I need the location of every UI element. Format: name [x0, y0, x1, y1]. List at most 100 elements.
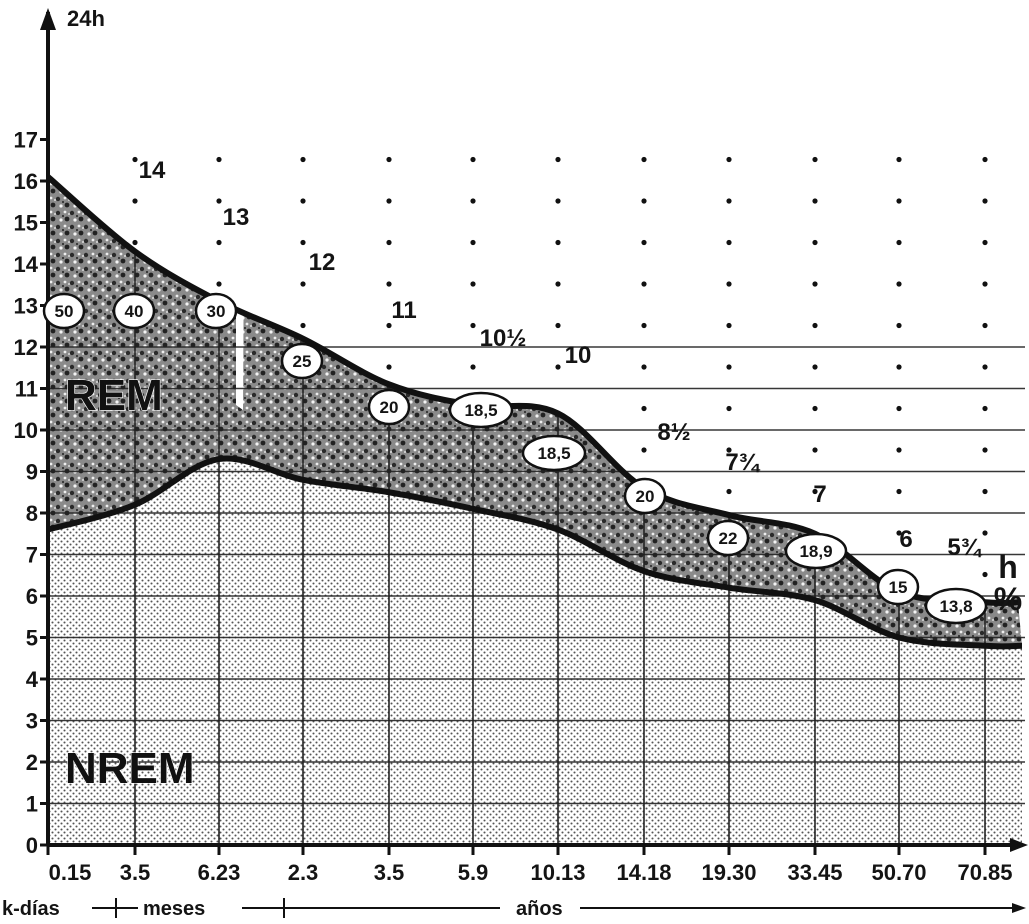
y-top-label: 24h	[67, 6, 105, 31]
x-tick-label: 10.13	[530, 860, 585, 885]
grid-dot	[132, 239, 138, 246]
rem-percent-badge	[706, 519, 750, 557]
y-tick-label: 10	[14, 418, 38, 443]
grid-dot	[982, 530, 988, 536]
grid-dot	[641, 281, 647, 287]
nrem-line	[47, 455, 1023, 650]
grid-dot	[555, 156, 561, 163]
grid-dot	[726, 364, 732, 370]
total-hours-label: 14	[139, 157, 166, 184]
period-label-years: años	[516, 898, 563, 920]
rem-percent-badge	[924, 587, 988, 625]
grid-dot	[216, 156, 222, 163]
x-tick-label: 70.85	[957, 860, 1012, 885]
grid-dot	[641, 198, 647, 204]
y-tick-label: 17	[14, 128, 38, 153]
total-hours-label: 6	[899, 526, 912, 553]
grid-dot	[300, 281, 306, 287]
grid-dot	[982, 156, 988, 163]
grid-dot	[726, 488, 732, 495]
grid-dot	[641, 322, 647, 329]
y-tick-label: 3	[26, 709, 38, 734]
rem-percent-label: 30	[207, 302, 226, 321]
grid-dot	[896, 530, 902, 536]
y-tick-label: 7	[26, 543, 38, 568]
total-hours-label: 12	[309, 249, 336, 276]
grid-dot	[726, 239, 732, 246]
x-tick-label: 3.5	[374, 860, 405, 885]
grid-dot	[386, 239, 392, 246]
x-tick-label: 2.3	[288, 860, 319, 885]
grid-dot	[300, 239, 306, 246]
rem-percent-label: 18,9	[799, 542, 832, 561]
unit-percent-label: %	[994, 581, 1022, 617]
rem-area	[48, 176, 1022, 647]
grid-dot	[216, 239, 222, 246]
x-tick-label: 14.18	[616, 860, 671, 885]
grid-dot	[470, 281, 476, 287]
rem-percent-label: 18,5	[464, 401, 497, 420]
rem-percent-badge	[367, 388, 411, 426]
rem-percent-badge	[112, 292, 156, 330]
grid-dot	[812, 364, 818, 370]
grid-dot	[812, 239, 818, 246]
grid-dot	[896, 488, 902, 495]
x-tick-label: 6.23	[198, 860, 241, 885]
grid-dot	[982, 405, 988, 412]
grid-dot	[726, 447, 732, 453]
grid-dot	[470, 198, 476, 204]
x-tick-label: 33.45	[787, 860, 842, 885]
grid-dot	[132, 156, 138, 163]
rem-percent-label: 50	[55, 302, 74, 321]
grid-dot	[726, 156, 732, 163]
grid-dot	[812, 198, 818, 204]
grid-dot	[386, 198, 392, 204]
rem-region-label: REM	[65, 371, 163, 420]
grid-dot	[470, 364, 476, 370]
grid-dot	[726, 281, 732, 287]
x-axis-arrow	[1010, 838, 1028, 852]
y-tick-label: 9	[26, 460, 38, 485]
rem-percent-label: 25	[293, 352, 312, 371]
grid-dot	[555, 281, 561, 287]
y-tick-label: 14	[14, 252, 39, 277]
period-arrow	[1012, 903, 1026, 913]
grid-dot	[982, 488, 988, 495]
grid-dot	[470, 239, 476, 246]
period-label-months: meses	[143, 898, 205, 920]
grid-dot	[982, 447, 988, 453]
y-tick-label: 15	[14, 211, 38, 236]
grid-dot	[896, 281, 902, 287]
grid-dot	[386, 281, 392, 287]
grid-dot	[896, 198, 902, 204]
grid-dot	[470, 322, 476, 329]
grid-dot	[896, 156, 902, 163]
total-hours-label: 13	[223, 204, 250, 231]
y-tick-label: 16	[14, 169, 38, 194]
y-tick-label: 2	[26, 750, 38, 775]
y-tick-label: 8	[26, 501, 38, 526]
rem-percent-label: 40	[125, 302, 144, 321]
y-tick-label: 12	[14, 335, 38, 360]
rem-gap	[236, 228, 244, 410]
grid-dot	[896, 405, 902, 412]
grid-dot	[896, 447, 902, 453]
grid-dot	[896, 239, 902, 246]
grid-dot	[641, 447, 647, 453]
total-hours-label: 11	[391, 297, 416, 324]
grid-dot	[555, 198, 561, 204]
grid-dot	[812, 488, 818, 495]
rem-percent-label: 20	[380, 398, 399, 417]
grid-dot	[216, 281, 222, 287]
grid-dot	[300, 198, 306, 204]
rem-percent-label: 15	[889, 578, 908, 597]
total-hours-label: 7	[813, 481, 826, 508]
total-hours-label: 5¾	[947, 534, 982, 561]
rem-percent-label: 13,8	[939, 597, 972, 616]
grid-dot	[982, 364, 988, 370]
y-tick-label: 5	[26, 626, 38, 651]
total-hours-label: 7¾	[725, 449, 760, 476]
grid-dot	[812, 447, 818, 453]
